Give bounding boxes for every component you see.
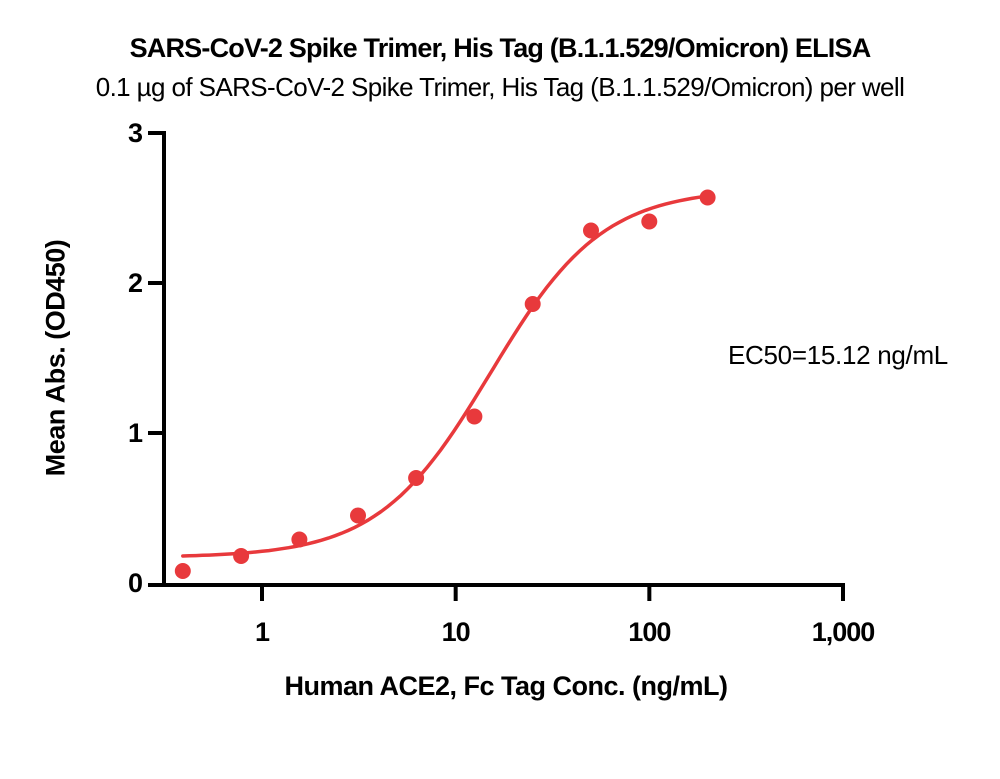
data-point [699,189,716,206]
y-tick-label: 1 [128,418,143,448]
x-tick-label: 1 [255,617,270,647]
data-point [524,296,541,312]
fit-curve [181,193,714,558]
chart-title: SARS-CoV-2 Spike Trimer, His Tag (B.1.1.… [129,33,872,63]
x-tick-label: 1,000 [812,617,875,647]
data-point [350,507,366,524]
x-tick-label: 10 [442,617,470,647]
ec50-annotation: EC50=15.12 ng/mL [728,340,948,370]
data-point [408,470,425,486]
data-point [466,408,483,425]
data-point [583,222,599,239]
data-point [174,563,191,579]
data-point [291,531,308,548]
chart-subtitle: 0.1 µg of SARS-CoV-2 Spike Trimer, His T… [95,72,905,102]
data-point [233,548,250,564]
x-axis-label: Human ACE2, Fc Tag Conc. (ng/mL) [284,671,728,701]
y-tick-label: 3 [128,118,143,148]
data-point [641,213,658,230]
x-tick-label: 100 [628,617,670,647]
y-tick-label: 2 [128,268,142,298]
y-tick-label: 0 [128,568,142,598]
